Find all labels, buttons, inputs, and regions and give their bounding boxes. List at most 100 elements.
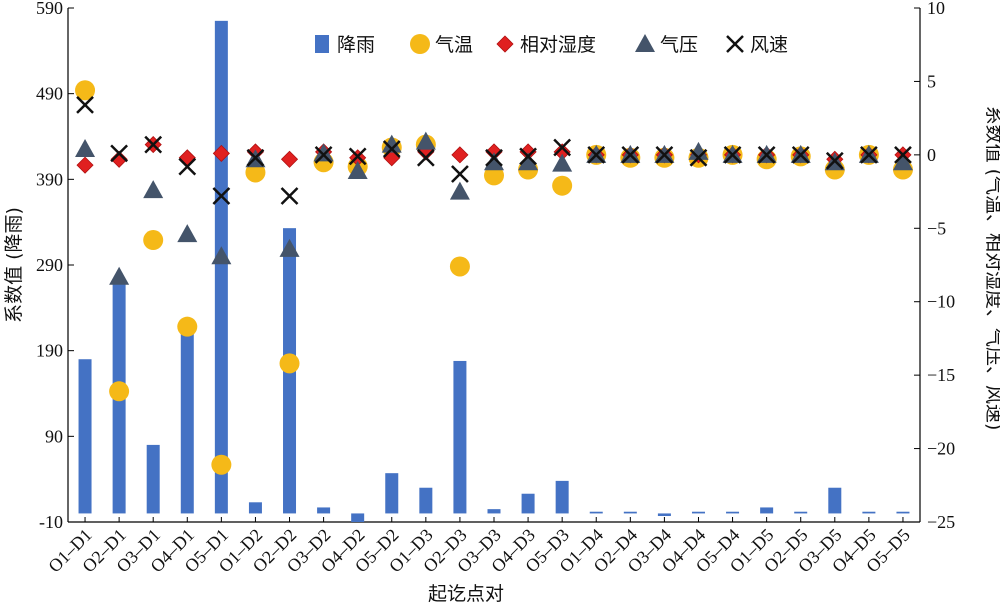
wind-speed-point xyxy=(485,148,503,167)
left-tick-label: 590 xyxy=(36,0,63,18)
pressure-point xyxy=(211,246,232,265)
pressure-point xyxy=(177,224,198,243)
cross-stroke xyxy=(553,138,572,157)
rain-bar xyxy=(248,502,262,514)
right-tick-label: −25 xyxy=(927,512,955,532)
right-tick-label: −10 xyxy=(927,292,955,312)
rain-bar xyxy=(385,473,399,514)
wind-speed-point xyxy=(894,145,912,164)
humidity-point xyxy=(451,146,469,164)
left-tick-label: 390 xyxy=(36,169,63,189)
wind-speed-point xyxy=(382,140,401,158)
cross-stroke xyxy=(689,148,708,167)
wind-speed-point xyxy=(280,187,299,205)
cross-stroke xyxy=(621,145,640,164)
legend-label: 相对湿度 xyxy=(520,34,596,56)
temperature-point xyxy=(109,381,130,402)
right-tick-label: 10 xyxy=(927,0,945,18)
x-axis-title: 起讫点对 xyxy=(428,583,504,605)
axes-layer: -1090190290390490590−25−20−15−10−50510O1… xyxy=(36,0,955,576)
pressure-point xyxy=(75,138,96,157)
temperature-point xyxy=(177,316,198,337)
legend-label: 气压 xyxy=(660,34,698,56)
rain-bar xyxy=(78,359,92,514)
rain-bar xyxy=(726,511,740,514)
legend-label: 风速 xyxy=(750,34,788,56)
cross-stroke xyxy=(825,151,844,170)
rain-bar xyxy=(487,509,501,514)
wind-speed-point xyxy=(689,148,708,167)
wind-speed-point xyxy=(825,151,844,170)
wind-speed-point xyxy=(314,145,333,164)
cross-stroke xyxy=(416,148,435,167)
humidity-point xyxy=(76,156,94,174)
wind-speed-point xyxy=(587,145,606,164)
rain-bar xyxy=(623,511,637,514)
wind-speed-point xyxy=(723,145,742,164)
humidity-point xyxy=(178,149,196,167)
left-tick-label: 90 xyxy=(45,426,63,446)
right-y-axis-title: 系数值 (气温、相对湿度、气压、风速) xyxy=(983,106,1000,431)
legend-temperature-symbol xyxy=(410,34,430,54)
wind-speed-point xyxy=(246,148,265,167)
wind-speed-point xyxy=(178,157,197,176)
wind-speed-point xyxy=(144,135,163,154)
humidity-point xyxy=(212,144,230,162)
cross-stroke xyxy=(314,145,333,164)
bars-layer xyxy=(78,20,910,522)
cross-stroke xyxy=(587,145,606,164)
rain-bar xyxy=(146,444,160,514)
wind-speed-point xyxy=(110,144,129,163)
wind-speed-point xyxy=(416,148,435,167)
cross-stroke xyxy=(791,145,810,164)
right-tick-label: 5 xyxy=(927,71,936,91)
cross-stroke xyxy=(76,96,94,114)
rain-bar xyxy=(760,507,774,514)
cross-stroke xyxy=(451,165,469,183)
pressure-point xyxy=(892,152,913,171)
right-tick-label: −20 xyxy=(927,439,955,459)
pressure-point xyxy=(279,238,300,257)
cross-stroke xyxy=(519,147,537,166)
wind-speed-point xyxy=(621,145,640,164)
humidity-point xyxy=(110,150,128,168)
temperature-point xyxy=(449,256,470,277)
temperature-point xyxy=(143,230,164,251)
pressure-point xyxy=(381,134,402,153)
wind-speed-point xyxy=(451,165,469,183)
wind-speed-point xyxy=(76,96,94,114)
cross-stroke xyxy=(178,157,197,176)
rain-bar xyxy=(419,487,433,514)
left-y-axis-title: 系数值 (降雨) xyxy=(3,207,25,323)
cross-stroke xyxy=(382,140,401,158)
pressure-point xyxy=(347,161,368,180)
cross-stroke xyxy=(757,145,776,164)
humidity-point xyxy=(280,150,299,168)
temperature-point xyxy=(552,175,573,196)
left-tick-label: 490 xyxy=(36,84,63,104)
pressure-point xyxy=(552,153,573,172)
wind-speed-point xyxy=(791,145,810,164)
cross-stroke xyxy=(726,35,744,53)
wind-speed-point xyxy=(757,145,776,164)
pressure-point xyxy=(518,152,539,171)
rain-bar xyxy=(691,511,705,514)
rain-bar xyxy=(317,507,331,514)
left-tick-label: 190 xyxy=(36,341,63,361)
temperature-point xyxy=(245,162,266,183)
cross-stroke xyxy=(212,187,231,205)
rain-bar xyxy=(862,511,876,514)
pressure-point xyxy=(449,181,470,200)
pressure-point xyxy=(109,266,130,285)
legend-humidity-symbol xyxy=(496,35,514,53)
rain-bar xyxy=(589,511,603,514)
legend-label: 降雨 xyxy=(337,34,375,56)
wind-speed-point xyxy=(655,145,674,164)
cross-stroke xyxy=(246,148,265,167)
wind-speed-point xyxy=(553,138,572,157)
wind-speed-point xyxy=(519,147,537,166)
right-tick-label: −5 xyxy=(927,218,946,238)
cross-stroke xyxy=(894,145,912,164)
